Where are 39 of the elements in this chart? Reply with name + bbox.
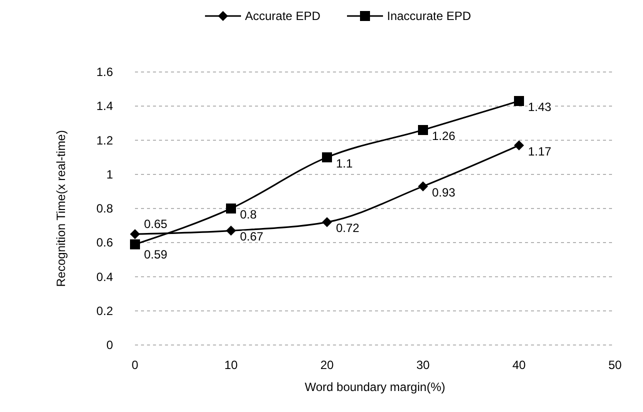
- legend-label: Accurate EPD: [245, 9, 321, 23]
- x-axis-title: Word boundary margin(%): [304, 380, 446, 394]
- point: [514, 96, 524, 106]
- y-tick-label: 0.8: [96, 202, 114, 216]
- point: [226, 204, 236, 214]
- x-tick-label: 20: [320, 358, 334, 372]
- data-label: 0.59: [144, 247, 168, 262]
- point: [418, 125, 428, 136]
- x-tick-label: 40: [512, 358, 526, 372]
- y-tick-label: 1: [106, 167, 114, 182]
- data-label: 1.43: [528, 100, 552, 114]
- data-label: 1.26: [432, 129, 456, 144]
- data-label: 1.17: [528, 144, 552, 158]
- x-tick-label: 30: [416, 358, 430, 372]
- data-label: 1.1: [336, 156, 354, 170]
- y-tick-label: 1.2: [96, 133, 114, 148]
- y-axis-title: Recognition Time(x real-time): [54, 130, 68, 287]
- point: [130, 239, 140, 250]
- y-tick-label: 0: [106, 338, 114, 352]
- point: [226, 226, 236, 236]
- legend-label: Inaccurate EPD: [387, 9, 472, 23]
- y-tick-label: 0.4: [96, 270, 114, 284]
- y-tick-label: 0.2: [96, 304, 114, 318]
- y-tick-label: 0.6: [96, 236, 114, 250]
- point: [514, 140, 524, 150]
- point: [130, 229, 140, 240]
- data-label: 0.67: [240, 230, 264, 244]
- x-tick-label: 10: [224, 358, 238, 372]
- point: [322, 152, 332, 162]
- y-tick-label: 1.6: [96, 65, 114, 79]
- x-tick-label: 0: [132, 358, 139, 372]
- y-tick-label: 1.4: [96, 99, 114, 114]
- data-label: 0.72: [336, 221, 360, 236]
- data-label: 0.93: [432, 185, 456, 200]
- data-label: 0.65: [144, 217, 168, 232]
- point: [418, 181, 428, 192]
- x-tick-label: 50: [608, 358, 622, 372]
- point: [322, 217, 332, 228]
- data-label: 0.8: [240, 208, 258, 222]
